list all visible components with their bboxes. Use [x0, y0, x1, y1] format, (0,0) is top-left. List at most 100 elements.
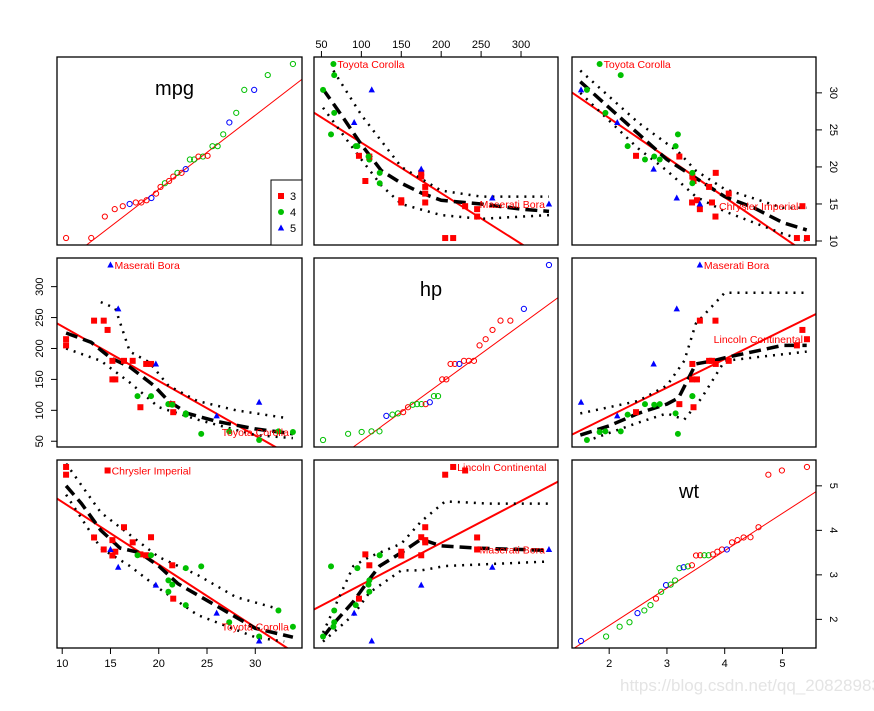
- point-gear-3: [109, 357, 116, 364]
- spread-upper-line: [332, 69, 549, 198]
- qq-point: [62, 234, 70, 242]
- point-gear-3: [170, 409, 177, 416]
- point-gear-3: [474, 546, 481, 553]
- qq-point: [418, 401, 425, 408]
- point-gear-4: [275, 428, 282, 435]
- tick-label: 20: [827, 161, 839, 173]
- point-gear-4: [596, 60, 603, 67]
- point-gear-3: [120, 357, 127, 364]
- point-gear-3: [398, 199, 405, 206]
- point-gear-3: [474, 206, 481, 213]
- point-gear-5: [545, 200, 553, 207]
- panel-mpg-mpg: [62, 60, 302, 245]
- point-gear-4: [354, 143, 361, 150]
- point-gear-3: [63, 463, 70, 470]
- qq-line: [352, 297, 558, 447]
- spread-upper-line: [579, 69, 807, 209]
- point-gear-4: [376, 169, 383, 176]
- point-gear-3: [803, 235, 810, 242]
- qq-point: [447, 360, 454, 368]
- point-gear-4: [672, 143, 679, 150]
- qq-point: [178, 169, 185, 176]
- legend-box: [270, 179, 303, 246]
- point-gear-3: [462, 203, 469, 210]
- panel-wt-wt: [573, 463, 816, 648]
- point-gear-3: [676, 401, 683, 408]
- point-gear-5: [673, 194, 680, 201]
- point-gear-3: [104, 326, 111, 333]
- point-gear-5: [614, 412, 621, 419]
- tick-label: 30: [827, 87, 839, 99]
- point-gear-3: [689, 376, 696, 383]
- qq-point: [174, 169, 181, 176]
- qq-point: [214, 143, 221, 150]
- tick-label: 5: [779, 658, 785, 670]
- qq-point: [482, 336, 489, 343]
- point-gear-4: [289, 428, 296, 435]
- point-gear-3: [725, 190, 732, 197]
- qq-point: [204, 152, 211, 159]
- point-gear-5: [213, 412, 220, 419]
- point-gear-4: [331, 72, 338, 79]
- qq-point: [434, 392, 442, 400]
- qq-point: [667, 581, 674, 588]
- qq-point: [456, 360, 463, 368]
- point-gear-5: [115, 305, 122, 312]
- tick-label: 150: [34, 370, 46, 388]
- diagonal-variable-label: mpg: [155, 78, 194, 100]
- tick-label: 25: [827, 124, 839, 136]
- point-gear-4: [148, 552, 155, 559]
- point-label: Maserati Bora: [480, 544, 546, 556]
- point-gear-3: [366, 562, 373, 569]
- qq-point: [684, 563, 691, 570]
- point-gear-5: [650, 360, 657, 367]
- spread-upper-line: [65, 462, 285, 612]
- qq-point: [577, 637, 585, 645]
- point-gear-3: [689, 199, 696, 206]
- loess-smooth-line: [64, 484, 294, 639]
- panel-frame: [571, 56, 817, 246]
- spread-lower-line: [321, 106, 550, 221]
- qq-point: [101, 213, 108, 220]
- point-gear-4: [182, 565, 189, 572]
- point-gear-4: [366, 588, 373, 595]
- qq-point: [251, 86, 258, 93]
- qq-point: [740, 534, 747, 541]
- point-gear-4: [651, 401, 658, 408]
- point-gear-3: [708, 199, 715, 206]
- point-gear-5: [418, 165, 425, 172]
- point-gear-4: [256, 437, 263, 443]
- point-gear-3: [120, 524, 127, 531]
- point-gear-3: [799, 203, 806, 210]
- point-gear-3: [690, 404, 697, 411]
- point-gear-4: [134, 393, 141, 400]
- point-gear-4: [596, 428, 603, 435]
- point-gear-3: [109, 537, 116, 544]
- point-gear-4: [641, 156, 648, 163]
- point-gear-3: [696, 317, 703, 324]
- point-gear-4: [624, 143, 631, 150]
- point-gear-3: [362, 178, 369, 184]
- point-gear-3: [143, 360, 150, 367]
- qq-point: [634, 610, 641, 617]
- point-gear-5: [418, 581, 425, 588]
- qq-point: [489, 326, 496, 334]
- tick-label: 20: [153, 658, 165, 670]
- point-gear-5: [350, 118, 358, 125]
- qq-point: [688, 562, 696, 569]
- spread-lower-line: [585, 350, 807, 443]
- point-label: Lincoln Continental: [457, 462, 546, 474]
- point-gear-3: [474, 213, 481, 220]
- point-gear-5: [489, 563, 496, 570]
- point-gear-3: [693, 197, 700, 204]
- point-gear-3: [129, 539, 136, 546]
- point-gear-3: [418, 169, 425, 176]
- point-gear-3: [278, 193, 284, 199]
- tick-label: 50: [315, 39, 327, 51]
- point-gear-3: [803, 336, 810, 343]
- tick-label: 2: [606, 658, 612, 670]
- legend-label: 3: [290, 191, 296, 203]
- panel-wt-hp: Lincoln Continental Maserati Bora: [314, 462, 558, 644]
- point-gear-4: [256, 633, 263, 640]
